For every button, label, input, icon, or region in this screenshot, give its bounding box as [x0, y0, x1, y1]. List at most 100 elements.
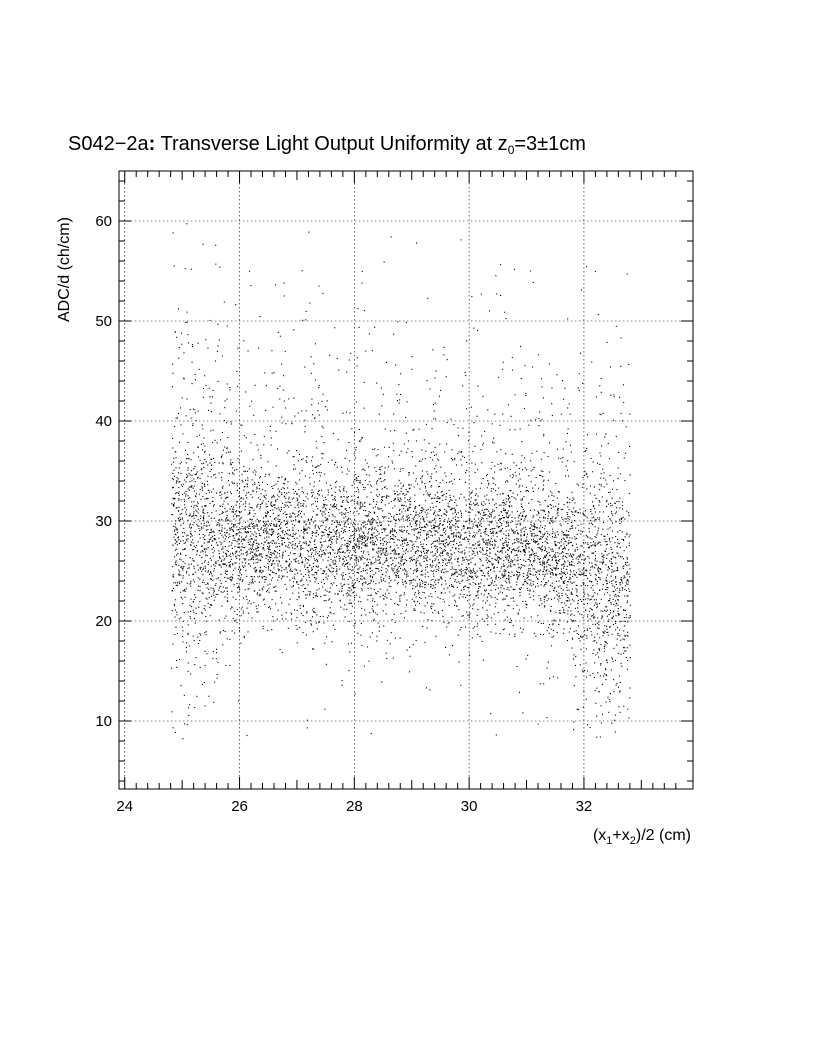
data-point [587, 616, 588, 617]
data-point [358, 540, 359, 541]
data-point [600, 561, 601, 562]
data-point [362, 504, 363, 505]
data-point [486, 514, 487, 515]
data-point [431, 596, 432, 597]
data-point [286, 618, 287, 619]
data-point [443, 572, 444, 573]
data-point [435, 418, 436, 419]
data-point [475, 583, 476, 584]
data-point [361, 524, 362, 525]
data-point [252, 581, 253, 582]
data-point [464, 497, 465, 498]
data-point [179, 495, 180, 496]
data-point [190, 514, 191, 515]
data-point [250, 494, 251, 495]
data-point [579, 613, 580, 614]
data-point [345, 531, 346, 532]
data-point [370, 520, 371, 521]
data-point [411, 529, 412, 530]
data-point [626, 590, 627, 591]
data-point [529, 555, 530, 556]
data-point [451, 617, 452, 618]
data-point [279, 519, 280, 520]
data-point [185, 494, 186, 495]
data-point [419, 597, 420, 598]
data-point [206, 461, 207, 462]
data-point [234, 474, 235, 475]
data-point [266, 558, 267, 559]
data-point [339, 486, 340, 487]
data-point [476, 577, 477, 578]
data-point [557, 632, 558, 633]
data-point [568, 535, 569, 536]
data-point [565, 518, 566, 519]
data-point [524, 565, 525, 566]
data-point [545, 548, 546, 549]
data-point [453, 544, 454, 545]
data-point [326, 566, 327, 567]
data-point [360, 578, 361, 579]
data-point [346, 563, 347, 564]
data-point [237, 386, 238, 387]
data-point [229, 485, 230, 486]
data-point [589, 547, 590, 548]
data-point [473, 603, 474, 604]
data-point [376, 489, 377, 490]
data-point [331, 583, 332, 584]
data-point [438, 486, 439, 487]
data-point [523, 629, 524, 630]
data-point [364, 382, 365, 383]
data-point [260, 504, 261, 505]
data-point [504, 312, 505, 313]
data-point [490, 549, 491, 550]
data-point [437, 552, 438, 553]
data-point [628, 581, 629, 582]
data-point [428, 509, 429, 510]
data-point [427, 564, 428, 565]
data-point [616, 596, 617, 597]
data-point [325, 497, 326, 498]
data-point [291, 613, 292, 614]
data-point [407, 526, 408, 527]
data-point [401, 565, 402, 566]
data-point [537, 544, 538, 545]
data-point [185, 268, 186, 269]
data-point [292, 578, 293, 579]
data-point [356, 547, 357, 548]
data-point [179, 481, 180, 482]
data-point [470, 501, 471, 502]
data-point [343, 413, 344, 414]
data-point [605, 565, 606, 566]
data-point [503, 543, 504, 544]
data-point [573, 570, 574, 571]
data-point [617, 605, 618, 606]
data-point [261, 527, 262, 528]
data-point [447, 563, 448, 564]
data-point [479, 541, 480, 542]
data-point [452, 567, 453, 568]
data-point [253, 459, 254, 460]
data-point [327, 400, 328, 401]
data-point [485, 533, 486, 534]
data-point [359, 597, 360, 598]
data-point [356, 562, 357, 563]
data-point [392, 569, 393, 570]
data-point [542, 549, 543, 550]
data-point [205, 584, 206, 585]
data-point [239, 566, 240, 567]
data-point [518, 521, 519, 522]
data-point [624, 480, 625, 481]
data-point [356, 544, 357, 545]
data-point [372, 549, 373, 550]
data-point [321, 582, 322, 583]
data-point [300, 605, 301, 606]
data-point [590, 542, 591, 543]
data-point [617, 627, 618, 628]
data-point [390, 599, 391, 600]
data-point [435, 515, 436, 516]
data-point [537, 615, 538, 616]
data-point [593, 541, 594, 542]
data-point [322, 453, 323, 454]
data-point [483, 600, 484, 601]
data-point [469, 595, 470, 596]
